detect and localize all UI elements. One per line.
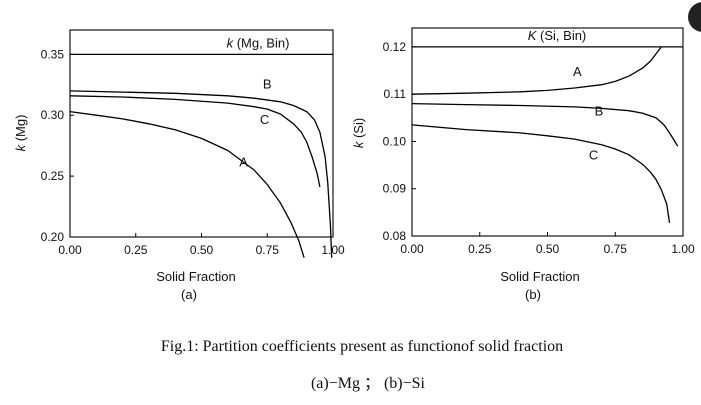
reference-label-b: K (Si, Bin) — [528, 28, 587, 43]
chart-panel-b: 0.00 0.25 0.50 0.75 1.00 0.08 0.09 0.10 0.11 0.12… — [351, 27, 695, 302]
x-axis-label-b: Solid Fraction — [500, 269, 579, 284]
x-tick-label: 0.00 — [58, 243, 82, 257]
series-a-line — [69, 110, 305, 258]
y-tick-label: 0.11 — [384, 87, 407, 101]
y-tick-label: 0.35 — [41, 47, 65, 61]
reference-rest-a: (Mg, Bin) — [237, 35, 290, 50]
x-tick-label: 0.50 — [536, 242, 560, 256]
series-label-a: A — [239, 154, 248, 169]
panel-label-b: (b) — [525, 287, 541, 302]
plot-frame-b — [411, 27, 684, 237]
x-tick-label: 1.00 — [321, 243, 345, 257]
y-tick-label: 0.20 — [41, 230, 65, 244]
x-tick-label: 0.50 — [190, 243, 214, 257]
y-axis-rest-b: (Si) — [351, 118, 366, 138]
reference-symbol-a: k — [227, 35, 235, 50]
figure-subcaption: (a)−Mg ； (b)−Si — [311, 375, 426, 392]
corner-badge-icon — [688, 2, 701, 32]
y-axis-symbol-a: k — [13, 143, 28, 151]
series-b-line — [411, 102, 679, 147]
y-axis-rest-a: (Mg) — [13, 115, 28, 142]
figure-caption: Fig.1: Partition coefficients present as… — [161, 338, 563, 355]
series-label-b: B — [595, 103, 604, 118]
series-b-line — [69, 90, 333, 258]
x-tick-label: 0.00 — [400, 242, 424, 256]
series-c-line — [69, 95, 321, 188]
y-tick-label: 0.12 — [383, 40, 407, 54]
series-label-c: C — [260, 112, 269, 127]
series-label-c: C — [589, 147, 598, 162]
reference-rest-b: (Si, Bin) — [540, 28, 586, 43]
y-axis-label-b: k (Si) — [351, 118, 366, 148]
series-a-line — [411, 46, 662, 95]
y-tick-label: 0.30 — [41, 108, 65, 122]
series-label-b: B — [263, 76, 272, 91]
x-tick-label: 0.75 — [604, 242, 628, 256]
y-tick-label: 0.10 — [383, 134, 407, 148]
reference-label-a: k (Mg, Bin) — [227, 35, 290, 50]
y-axis-symbol-b: k — [351, 140, 366, 148]
x-tick-label: 0.25 — [124, 243, 148, 257]
reference-symbol-b: K — [528, 28, 538, 43]
x-axis-label-a: Solid Fraction — [156, 269, 235, 284]
y-tick-label: 0.25 — [41, 169, 65, 183]
series-label-a: A — [573, 64, 582, 79]
y-tick-label: 0.09 — [383, 182, 407, 196]
panel-label-a: (a) — [181, 287, 197, 302]
x-tick-label: 0.75 — [256, 243, 280, 257]
x-tick-label: 1.00 — [671, 242, 695, 256]
plot-frame-a — [69, 29, 334, 238]
y-axis-label-a: k (Mg) — [13, 115, 28, 152]
series-c-line — [411, 124, 671, 223]
x-tick-label: 0.25 — [468, 242, 492, 256]
chart-panel-a: 0.00 0.25 0.50 0.75 1.00 0.20 0.25 0.30 0.35 k (… — [13, 29, 345, 302]
y-tick-label: 0.08 — [383, 229, 407, 243]
